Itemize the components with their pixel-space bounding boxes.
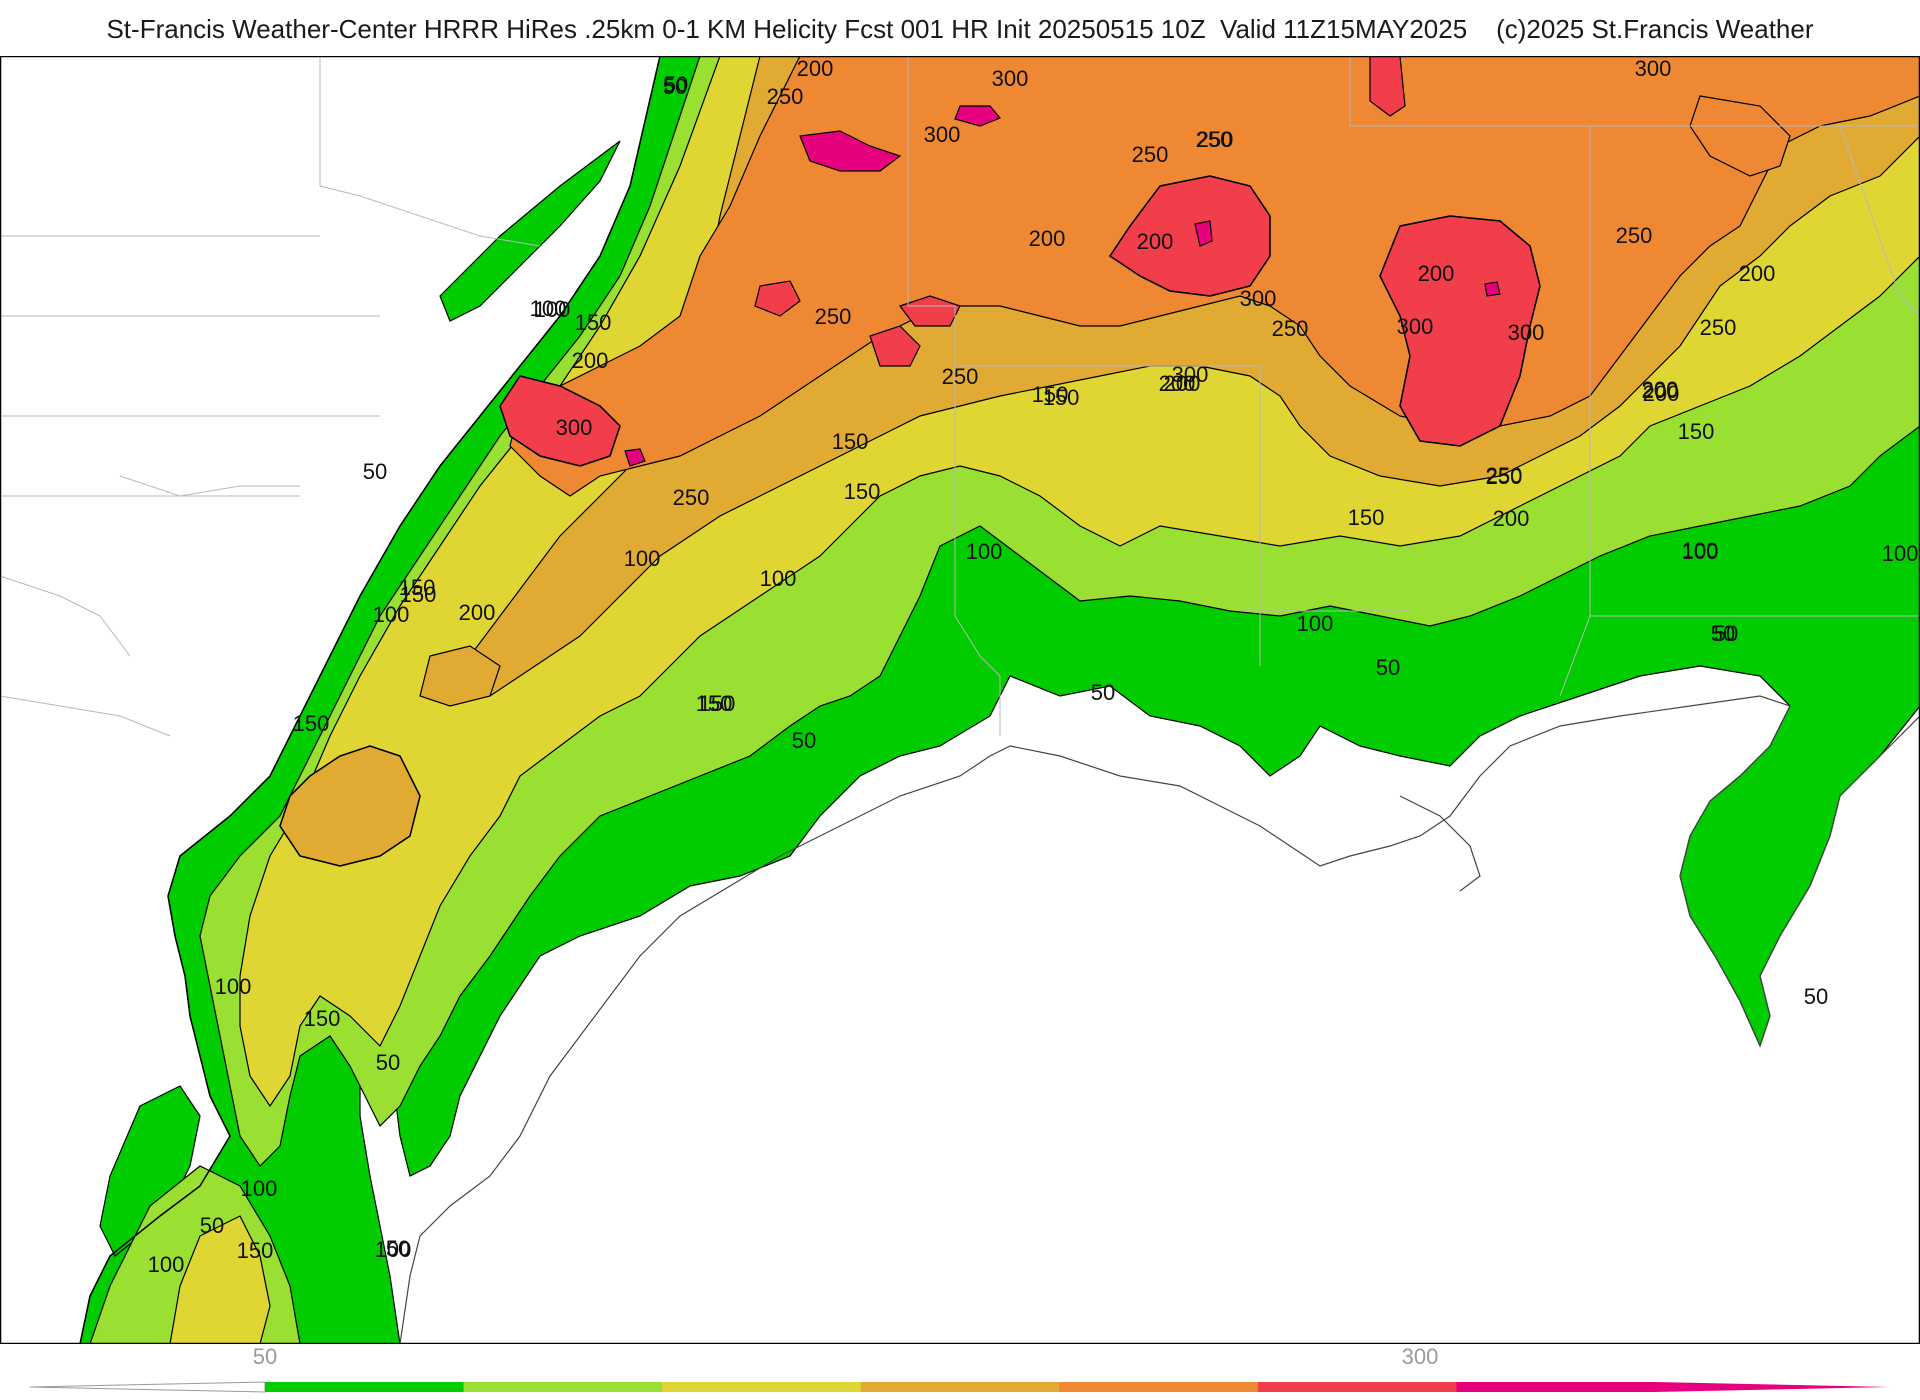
contour-label-300: 300 [1397, 314, 1434, 339]
contour-label-250: 250 [673, 485, 710, 510]
contour-label-250: 250 [1486, 464, 1523, 489]
contour-label-250: 250 [1196, 127, 1233, 152]
map-title: St-Francis Weather-Center HRRR HiRes .25… [106, 14, 1814, 44]
contour-label-50: 50 [200, 1213, 224, 1238]
contour-fill-350 [624, 105, 1501, 467]
contour-label-200: 200 [1739, 261, 1776, 286]
contour-label-100: 100 [148, 1252, 185, 1277]
contour-label-150: 150 [696, 691, 733, 716]
contour-label-150: 150 [1032, 382, 1069, 407]
contour-label-100: 100 [624, 546, 661, 571]
contour-label-150: 150 [699, 691, 736, 716]
contour-label-50: 50 [376, 1050, 400, 1075]
political-boundaries [1, 57, 1919, 737]
colorbar-segment [1456, 1382, 1656, 1392]
contour-label-50: 50 [386, 1236, 410, 1261]
colorbar-segment [1059, 1382, 1259, 1392]
contour-label-100: 100 [530, 296, 567, 321]
contour-label-150: 150 [304, 1006, 341, 1031]
contour-label-100: 100 [241, 1176, 278, 1201]
colorbar-tick-50: 50 [253, 1344, 277, 1369]
contour-label-100: 100 [215, 974, 252, 999]
contour-label-50: 50 [1714, 621, 1738, 646]
contour-label-150: 150 [575, 310, 612, 335]
contour-label-200: 200 [797, 56, 834, 81]
colorbar-segment [860, 1382, 1060, 1392]
contour-label-300: 300 [1240, 286, 1277, 311]
contour-label-200: 200 [1137, 229, 1174, 254]
contour-label-50: 50 [1711, 621, 1735, 646]
contour-label-200: 200 [572, 348, 609, 373]
contour-label-300: 300 [1172, 362, 1209, 387]
contour-label-250: 250 [1700, 315, 1737, 340]
coastline [399, 695, 1919, 1343]
contour-label-300: 300 [992, 66, 1029, 91]
colorbar-tick-300: 300 [1402, 1344, 1439, 1369]
colorbar-segment [265, 1382, 465, 1392]
contour-label-250: 250 [1197, 127, 1234, 152]
contour-label-250: 250 [1272, 316, 1309, 341]
contour-label-100: 100 [1682, 538, 1719, 563]
contour-label-300: 300 [1508, 320, 1545, 345]
contour-label-150: 150 [1348, 505, 1385, 530]
contour-label-150: 150 [399, 575, 436, 600]
contour-label-200: 200 [459, 600, 496, 625]
contour-label-50: 50 [663, 74, 687, 99]
contour-label-100: 100 [760, 566, 797, 591]
contour-label-250: 250 [767, 84, 804, 109]
contour-label-100: 100 [534, 297, 571, 322]
contour-label-300: 300 [1635, 56, 1672, 81]
contour-label-100: 100 [1297, 611, 1334, 636]
colorbar-segment [463, 1382, 663, 1392]
contour-label-150: 150 [293, 711, 330, 736]
contour-label-250: 250 [1486, 463, 1523, 488]
contour-label-50: 50 [664, 72, 688, 97]
contour-label-100: 100 [1682, 539, 1719, 564]
contour-label-100: 100 [373, 602, 410, 627]
contour-label-150: 150 [832, 429, 869, 454]
colorbar-segment [662, 1382, 862, 1392]
contour-label-150: 150 [844, 479, 881, 504]
colorbar-low-arrow [29, 1381, 266, 1393]
contour-label-150: 150 [1043, 385, 1080, 410]
contour-label-250: 250 [1132, 142, 1169, 167]
contour-label-100: 100 [375, 1237, 412, 1262]
contour-label-200: 200 [1643, 381, 1680, 406]
contour-label-150: 150 [1678, 419, 1715, 444]
contour-label-50: 50 [792, 728, 816, 753]
contour-label-200: 200 [1164, 371, 1201, 396]
contour-label-200: 200 [1029, 226, 1066, 251]
contour-label-250: 250 [815, 304, 852, 329]
contour-label-300: 300 [924, 122, 961, 147]
contour-lines [79, 57, 1541, 1343]
colorbar-segments [265, 1382, 1656, 1392]
contour-label-200: 200 [1418, 261, 1455, 286]
contour-label-200: 200 [1493, 506, 1530, 531]
contour-label-150: 150 [400, 582, 437, 607]
contour-label-300: 300 [556, 415, 593, 440]
contour-label-50: 50 [1376, 655, 1400, 680]
contour-label-200: 200 [1159, 371, 1196, 396]
colorbar-high-arrow [1655, 1382, 1890, 1392]
contour-label-50: 50 [1804, 984, 1828, 1009]
contour-fill-300 [499, 57, 1541, 467]
contour-label-100: 100 [966, 539, 1003, 564]
contour-label-50: 50 [1091, 680, 1115, 705]
contour-label-50: 50 [363, 459, 387, 484]
contour-label-100: 100 [1882, 541, 1919, 566]
contour-label-250: 250 [942, 364, 979, 389]
contour-label-150: 150 [237, 1238, 274, 1263]
colorbar-segment [1257, 1382, 1457, 1392]
contour-label-200: 200 [1642, 378, 1679, 403]
contour-label-250: 250 [1616, 223, 1653, 248]
color-scale-bar: 50 300 [29, 1344, 1890, 1393]
contour-label-200: 200 [1642, 377, 1679, 402]
